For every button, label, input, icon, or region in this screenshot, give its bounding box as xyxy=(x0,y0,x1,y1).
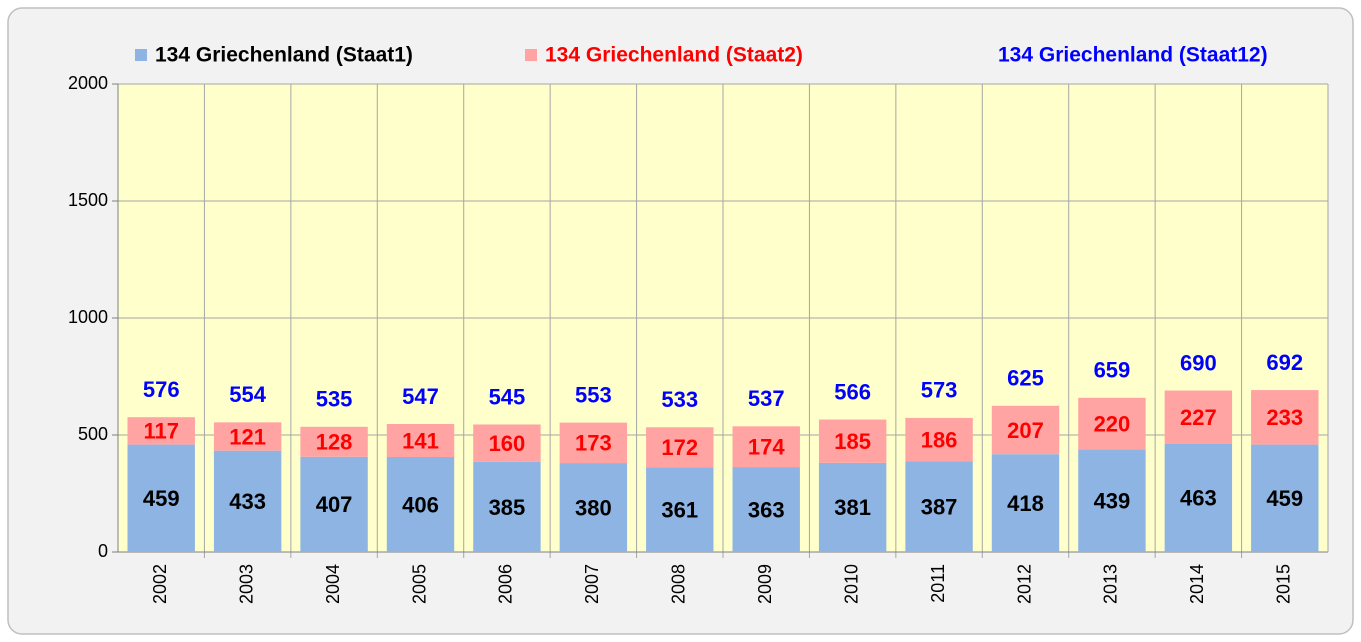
total-label: 553 xyxy=(575,382,612,407)
data-label: 121 xyxy=(229,424,266,449)
data-label: 459 xyxy=(1266,486,1303,511)
bar-segment xyxy=(213,450,282,552)
bar-segment xyxy=(1078,397,1146,450)
bar-segment xyxy=(1078,449,1146,552)
total-label: 554 xyxy=(229,382,266,407)
total-label: 535 xyxy=(316,387,353,412)
bar-segment xyxy=(818,462,887,552)
data-label: 227 xyxy=(1180,405,1217,430)
bar-segment xyxy=(386,424,455,457)
bar-segment xyxy=(991,454,1060,552)
data-label: 117 xyxy=(143,419,179,444)
bar-segment xyxy=(1251,444,1319,552)
bar-segment xyxy=(646,467,714,552)
data-label: 361 xyxy=(661,498,698,523)
data-label: 173 xyxy=(575,431,612,456)
total-label: 537 xyxy=(748,386,785,411)
data-label: 186 xyxy=(921,427,958,452)
legend-marker xyxy=(525,49,537,61)
data-label: 207 xyxy=(1007,418,1044,443)
data-label: 463 xyxy=(1180,486,1217,511)
total-label: 533 xyxy=(661,387,698,412)
data-label: 433 xyxy=(229,489,266,514)
data-label: 141 xyxy=(402,428,439,453)
bar-segment xyxy=(473,461,541,552)
bar-segment xyxy=(646,427,714,468)
bar-segment xyxy=(991,405,1060,455)
data-label: 385 xyxy=(489,495,526,520)
bar-segment xyxy=(818,419,887,463)
total-label: 576 xyxy=(143,377,180,402)
data-label: 387 xyxy=(921,495,958,520)
x-tick-label: 2006 xyxy=(496,564,516,604)
total-label: 566 xyxy=(834,379,871,404)
data-label: 220 xyxy=(1094,411,1131,436)
bar-segment xyxy=(732,426,800,468)
x-tick-label: 2003 xyxy=(236,564,256,604)
x-tick-label: 2005 xyxy=(409,564,429,604)
total-label: 692 xyxy=(1266,350,1303,375)
data-label: 418 xyxy=(1007,491,1044,516)
bar-segment xyxy=(559,463,628,552)
legend-label: 134 Griechenland (Staat12) xyxy=(998,44,1268,67)
bar-segment xyxy=(213,422,282,451)
x-tick-label: 2002 xyxy=(150,564,170,604)
data-label: 174 xyxy=(748,435,785,460)
data-label: 459 xyxy=(143,486,180,511)
y-tick-label: 1500 xyxy=(68,190,108,210)
bar-segment xyxy=(1164,390,1233,444)
x-tick-label: 2013 xyxy=(1101,564,1121,604)
data-label: 439 xyxy=(1094,488,1131,513)
bar-segment xyxy=(127,444,195,552)
data-label: 407 xyxy=(316,492,353,517)
bar-segment xyxy=(559,422,628,464)
data-label: 381 xyxy=(834,495,871,520)
x-tick-label: 2014 xyxy=(1187,564,1207,604)
y-tick-label: 0 xyxy=(98,541,108,561)
legend-label: 134 Griechenland (Staat1) xyxy=(155,44,413,67)
bar-segment xyxy=(1251,390,1319,445)
data-label: 233 xyxy=(1266,405,1303,430)
x-tick-label: 2007 xyxy=(582,564,602,604)
x-tick-label: 2010 xyxy=(841,564,861,604)
y-tick-label: 1000 xyxy=(68,307,108,327)
data-label: 406 xyxy=(402,492,439,517)
data-label: 172 xyxy=(661,435,698,460)
y-tick-label: 2000 xyxy=(68,73,108,93)
bar-segment xyxy=(473,424,541,462)
x-tick-label: 2009 xyxy=(755,564,775,604)
x-tick-label: 2008 xyxy=(669,564,689,604)
bar-segment xyxy=(905,461,973,552)
bar-segment xyxy=(732,467,800,552)
bar-segment xyxy=(1164,443,1233,552)
legend-label: 134 Griechenland (Staat2) xyxy=(545,44,803,67)
data-label: 380 xyxy=(575,495,612,520)
legend-marker xyxy=(135,49,147,61)
total-label: 545 xyxy=(489,384,526,409)
bar-segment xyxy=(300,426,368,457)
x-tick-label: 2004 xyxy=(323,564,343,604)
total-label: 690 xyxy=(1180,350,1217,375)
y-tick-label: 500 xyxy=(78,424,108,444)
bar-segment xyxy=(386,456,455,552)
bar-segment xyxy=(300,456,368,552)
total-label: 547 xyxy=(402,384,439,409)
x-tick-label: 2012 xyxy=(1014,564,1034,604)
x-tick-label: 2015 xyxy=(1274,564,1294,604)
total-label: 625 xyxy=(1007,366,1044,391)
data-label: 128 xyxy=(316,430,353,455)
x-tick-label: 2011 xyxy=(928,564,948,603)
data-label: 185 xyxy=(834,429,871,454)
bar-segment xyxy=(905,417,973,462)
data-label: 363 xyxy=(748,497,785,522)
bar-segment xyxy=(127,417,195,445)
total-label: 573 xyxy=(921,378,958,403)
total-label: 659 xyxy=(1094,358,1131,383)
data-label: 160 xyxy=(489,431,526,456)
